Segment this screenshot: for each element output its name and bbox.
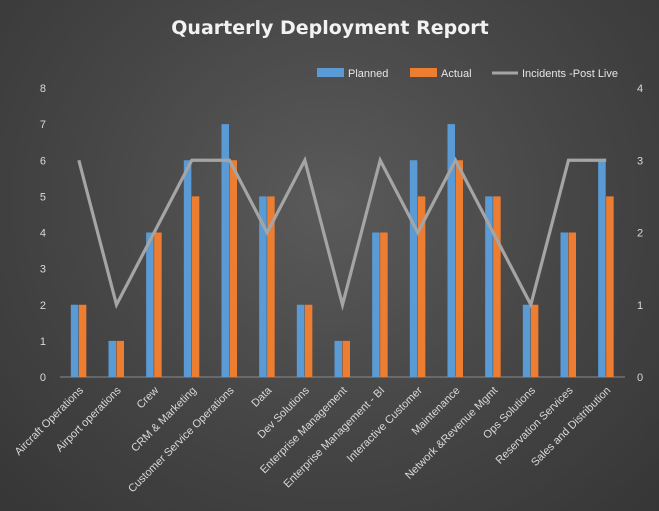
y-tick-label: 6 xyxy=(40,155,46,167)
bar-planned xyxy=(221,124,229,377)
bar-actual xyxy=(380,232,388,377)
legend-label-incidents-post-live: Incidents -Post Live xyxy=(522,68,618,80)
bar-actual xyxy=(267,196,275,377)
bar-actual xyxy=(154,232,162,377)
bar-actual xyxy=(568,232,576,377)
bar-planned xyxy=(259,196,267,377)
bar-planned xyxy=(447,124,455,377)
bar-actual xyxy=(116,340,124,377)
legend-label-actual: Actual xyxy=(441,68,472,80)
x-tick-label: Crew xyxy=(135,385,162,412)
bar-actual xyxy=(493,196,501,377)
bar-planned xyxy=(409,160,418,377)
bar-planned xyxy=(296,304,305,377)
bar-planned xyxy=(598,160,606,377)
y-axis-left: 0 1 2 3 4 5 6 7 8 xyxy=(40,83,46,384)
bar-actual xyxy=(455,160,463,377)
y-tick-label: 0 xyxy=(40,372,46,384)
y2-tick-label: 0 xyxy=(637,372,643,384)
legend-label-planned: Planned xyxy=(348,68,388,80)
bar-planned xyxy=(485,196,493,377)
legend: Planned Actual Incidents -Post Live xyxy=(317,68,618,80)
y2-tick-label: 4 xyxy=(637,83,643,95)
bar-planned xyxy=(522,304,531,377)
y-tick-label: 3 xyxy=(40,264,46,276)
bar-actual xyxy=(229,160,237,377)
bar-actual xyxy=(417,196,426,377)
y2-tick-label: 1 xyxy=(637,300,643,312)
x-tick-label: Airport operations xyxy=(54,384,124,454)
line-series xyxy=(77,155,607,312)
legend-swatch-actual xyxy=(410,68,437,77)
bars xyxy=(70,124,614,377)
bar-actual xyxy=(191,196,200,377)
y-tick-label: 2 xyxy=(40,300,46,312)
bar-planned xyxy=(146,232,154,377)
bar-planned xyxy=(70,304,79,377)
legend-swatch-planned xyxy=(317,68,344,77)
x-tick-label: CRM & Marketing xyxy=(129,385,199,455)
chart-title: Quarterly Deployment Report xyxy=(171,17,488,39)
y2-tick-label: 2 xyxy=(637,228,643,240)
bar-planned xyxy=(183,160,192,377)
y-tick-label: 5 xyxy=(40,191,46,203)
y-axis-right: 0 1 2 3 4 xyxy=(637,83,643,384)
bar-planned xyxy=(372,232,380,377)
bar-actual xyxy=(606,196,614,377)
line-incidents-post-live xyxy=(77,155,607,312)
bar-actual xyxy=(530,304,539,377)
bar-actual xyxy=(304,304,313,377)
y-tick-label: 1 xyxy=(40,336,46,348)
bar-planned xyxy=(560,232,568,377)
x-tick-label: Aircraft Operations xyxy=(13,384,87,458)
y-tick-label: 8 xyxy=(40,83,46,95)
bar-actual xyxy=(342,340,350,377)
x-tick-label: Data xyxy=(249,384,275,410)
y-tick-label: 7 xyxy=(40,119,46,131)
bar-planned xyxy=(108,340,116,377)
y-tick-label: 4 xyxy=(40,228,46,240)
bar-actual xyxy=(78,304,87,377)
bar-planned xyxy=(334,340,342,377)
y2-tick-label: 3 xyxy=(637,155,643,167)
